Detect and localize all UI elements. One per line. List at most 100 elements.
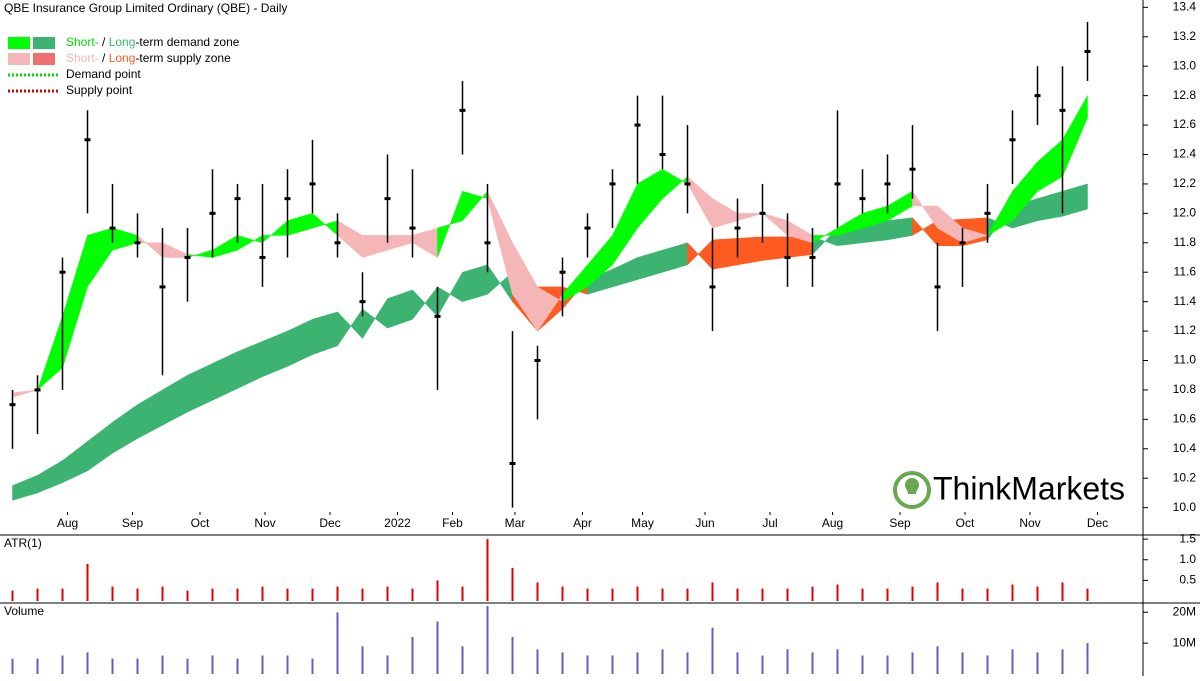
close-mark: [234, 197, 241, 201]
close-mark: [84, 138, 91, 142]
legend-part: -term supply zone: [135, 51, 231, 65]
close-mark: [59, 270, 66, 274]
y-tick-label: 10.8: [1173, 382, 1197, 396]
y-tick-label: 12.2: [1173, 176, 1197, 190]
close-mark: [659, 153, 666, 156]
legend-part: Demand point: [66, 67, 141, 81]
y-tick-label: 11.6: [1174, 264, 1197, 278]
close-mark: [434, 314, 441, 318]
close-mark: [709, 285, 716, 289]
close-mark: [359, 300, 366, 304]
y-tick-label: 1.0: [1179, 552, 1196, 566]
logo-bulb: [905, 478, 919, 494]
close-mark: [734, 226, 741, 230]
close-mark: [959, 241, 966, 245]
legend-swatch: [8, 53, 30, 65]
x-tick-label: Sep: [889, 516, 911, 530]
logo: ThinkMarkets: [893, 470, 1125, 509]
x-tick-label: Dec: [1087, 516, 1108, 530]
x-tick-label: Sep: [122, 516, 144, 530]
legend-part: Short-: [66, 35, 99, 49]
x-tick-label: Nov: [254, 516, 275, 530]
x-tick-label: Apr: [573, 516, 592, 530]
close-mark: [459, 108, 466, 112]
y-tick-label: 20M: [1173, 604, 1196, 618]
close-mark: [884, 182, 891, 186]
x-tick-label: 2022: [384, 516, 411, 530]
y-tick-label: 10M: [1173, 635, 1196, 649]
close-mark: [834, 182, 841, 186]
legend-label: Supply point: [66, 83, 133, 97]
close-mark: [634, 123, 641, 127]
y-tick-label: 11.4: [1174, 294, 1197, 308]
watermark: ThinkMarkets: [933, 470, 1125, 506]
close-mark: [109, 226, 116, 230]
close-mark: [859, 197, 866, 201]
zone-segment: [737, 236, 763, 266]
x-tick-label: Aug: [57, 516, 78, 530]
y-tick-label: 13.0: [1173, 58, 1197, 72]
legend-part: -term demand zone: [135, 35, 239, 49]
close-mark: [284, 197, 291, 201]
close-mark: [209, 211, 216, 215]
y-tick-label: 0.5: [1179, 573, 1196, 587]
close-mark: [134, 241, 141, 245]
legend-label: Short- / Long-term demand zone: [66, 35, 240, 49]
legend-part: /: [99, 35, 109, 49]
close-mark: [159, 285, 166, 289]
zone-segment: [712, 238, 738, 270]
y-tick-label: 11.0: [1174, 353, 1197, 367]
x-tick-label: Oct: [956, 516, 975, 530]
x-tick-label: Jun: [695, 516, 714, 530]
x-tick-label: Jul: [762, 516, 777, 530]
zone-segment: [762, 236, 788, 261]
legend-part: Long: [109, 35, 136, 49]
panel-label: Volume: [4, 604, 44, 618]
close-mark: [1009, 138, 1016, 142]
close-mark: [1084, 50, 1091, 53]
close-mark: [809, 256, 816, 259]
y-tick-label: 11.2: [1174, 323, 1197, 337]
close-mark: [934, 285, 941, 289]
y-tick-label: 10.0: [1173, 500, 1197, 514]
y-tick-label: 12.0: [1173, 206, 1197, 220]
legend-swatch: [8, 37, 30, 49]
y-tick-label: 11.8: [1174, 235, 1197, 249]
close-mark: [409, 226, 416, 230]
legend-swatch: [33, 53, 55, 65]
x-tick-label: Aug: [822, 516, 843, 530]
y-tick-label: 12.4: [1173, 147, 1197, 161]
close-mark: [984, 211, 991, 215]
y-tick-label: 13.4: [1173, 0, 1197, 14]
chart-title: QBE Insurance Group Limited Ordinary (QB…: [4, 1, 287, 15]
close-mark: [1059, 108, 1066, 112]
legend-part: /: [99, 51, 109, 65]
close-mark: [534, 359, 541, 362]
legend-part: Short-: [66, 51, 99, 65]
close-mark: [384, 197, 391, 201]
close-mark: [309, 182, 316, 186]
close-mark: [259, 256, 266, 259]
y-tick-label: 10.6: [1173, 412, 1197, 426]
legend-swatch: [33, 37, 55, 49]
y-tick-label: 1.5: [1179, 531, 1196, 545]
close-mark: [759, 211, 766, 215]
close-mark: [584, 226, 591, 230]
close-mark: [184, 256, 191, 259]
y-tick-label: 10.2: [1173, 470, 1197, 484]
x-tick-label: May: [631, 516, 654, 530]
close-mark: [509, 462, 516, 465]
y-tick-label: 12.8: [1173, 88, 1197, 102]
close-mark: [609, 182, 616, 186]
close-mark: [34, 388, 41, 392]
close-mark: [784, 256, 791, 259]
x-tick-label: Oct: [191, 516, 210, 530]
close-mark: [684, 182, 691, 186]
legend-label: Short- / Long-term supply zone: [66, 51, 231, 65]
legend-part: Long: [109, 51, 136, 65]
y-tick-label: 10.4: [1173, 441, 1197, 455]
y-tick-label: 13.2: [1173, 29, 1197, 43]
